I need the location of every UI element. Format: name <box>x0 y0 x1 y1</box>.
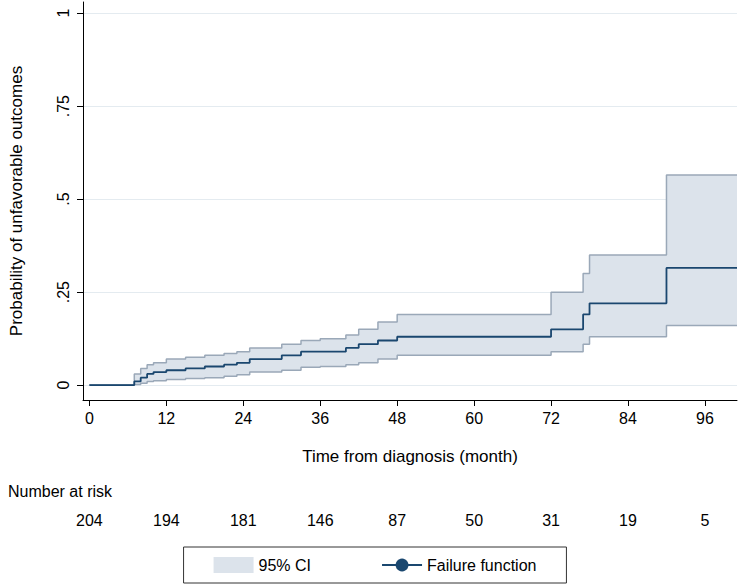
svg-text:Time from diagnosis (month): Time from diagnosis (month) <box>302 447 518 466</box>
svg-text:146: 146 <box>307 512 334 529</box>
svg-text:.25: .25 <box>55 281 72 303</box>
svg-text:Probability of unfavorable out: Probability of unfavorable outcomes <box>7 66 26 336</box>
svg-text:0: 0 <box>85 410 94 427</box>
svg-text:19: 19 <box>619 512 637 529</box>
svg-text:87: 87 <box>388 512 406 529</box>
svg-text:60: 60 <box>465 410 483 427</box>
svg-text:84: 84 <box>619 410 637 427</box>
svg-text:96: 96 <box>696 410 714 427</box>
svg-text:36: 36 <box>311 410 329 427</box>
svg-text:95% CI: 95% CI <box>259 557 311 574</box>
svg-text:181: 181 <box>230 512 257 529</box>
svg-text:.75: .75 <box>55 95 72 117</box>
svg-text:204: 204 <box>76 512 103 529</box>
svg-text:50: 50 <box>465 512 483 529</box>
svg-text:.5: .5 <box>55 192 72 205</box>
svg-text:48: 48 <box>388 410 406 427</box>
svg-text:Number at risk: Number at risk <box>8 483 113 500</box>
svg-text:72: 72 <box>542 410 560 427</box>
svg-text:24: 24 <box>234 410 252 427</box>
svg-text:5: 5 <box>700 512 709 529</box>
svg-text:Failure function: Failure function <box>427 557 536 574</box>
svg-text:0: 0 <box>55 381 72 390</box>
svg-text:31: 31 <box>542 512 560 529</box>
svg-text:1: 1 <box>55 9 72 18</box>
svg-text:194: 194 <box>153 512 180 529</box>
svg-text:12: 12 <box>157 410 175 427</box>
